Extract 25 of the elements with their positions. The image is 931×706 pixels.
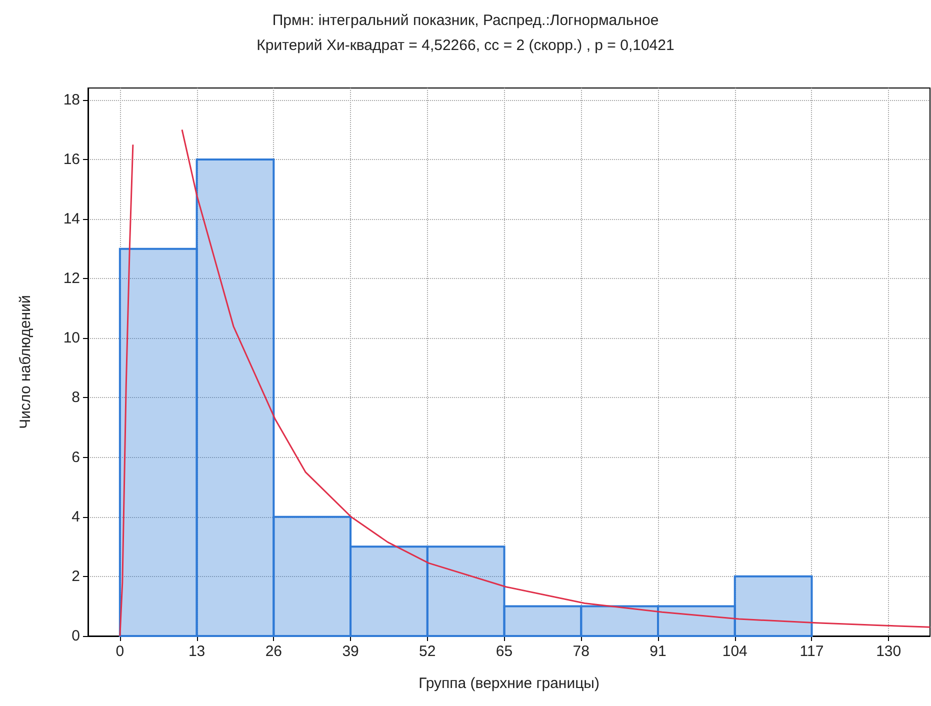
chart-title: Прмн: інтегральний показник, Распред.:Логнормальное bbox=[272, 12, 659, 29]
y-tick-label: 14 bbox=[63, 210, 80, 228]
x-tick-label: 65 bbox=[496, 643, 513, 660]
y-axis-title: Число наблюдений bbox=[17, 295, 34, 429]
x-tick-label: 91 bbox=[650, 643, 666, 660]
x-axis-title: Группа (верхние границы) bbox=[418, 675, 600, 692]
x-tick-label: 78 bbox=[572, 643, 590, 660]
y-tick-label: 12 bbox=[63, 270, 80, 288]
y-tick-label: 6 bbox=[72, 448, 80, 466]
x-tick-label: 52 bbox=[419, 643, 436, 660]
chart-subtitle: Критерий Хи-квадрат = 4,52266, cc = 2 (скорр.) , p = 0,10421 bbox=[256, 37, 674, 54]
x-tick-label: 39 bbox=[342, 643, 359, 660]
x-tick-label: 0 bbox=[116, 643, 124, 660]
x-tick-label: 26 bbox=[265, 643, 282, 660]
x-tick-label: 13 bbox=[188, 643, 206, 660]
x-tick-label: 117 bbox=[800, 643, 824, 660]
x-tick-label: 104 bbox=[722, 643, 748, 660]
y-tick-label: 10 bbox=[63, 330, 80, 347]
y-tick-label: 18 bbox=[63, 91, 80, 108]
x-tick-label: 130 bbox=[876, 643, 902, 660]
y-tick-label: 4 bbox=[72, 508, 80, 526]
y-tick-label: 8 bbox=[72, 389, 80, 406]
y-tick-label: 2 bbox=[72, 568, 80, 585]
y-tick-label: 0 bbox=[72, 628, 80, 644]
y-tick-label: 16 bbox=[63, 150, 80, 168]
